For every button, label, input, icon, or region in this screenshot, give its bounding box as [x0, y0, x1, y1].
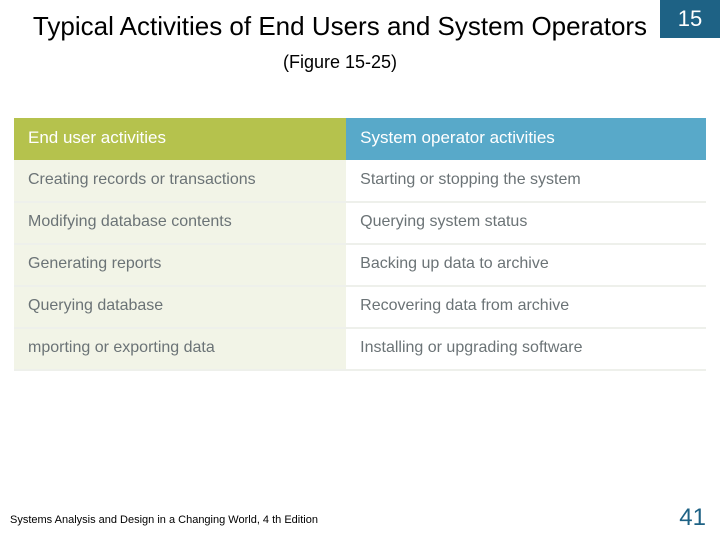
end-user-cell: Generating reports: [14, 244, 346, 286]
operator-cell: Installing or upgrading software: [346, 328, 706, 370]
chapter-number: 15: [678, 6, 702, 32]
table-row: Modifying database contents Querying sys…: [14, 202, 706, 244]
chapter-badge: 15: [660, 0, 720, 38]
header-end-user: End user activities: [14, 118, 346, 160]
operator-cell: Querying system status: [346, 202, 706, 244]
slide-title: Typical Activities of End Users and Syst…: [30, 10, 650, 75]
title-main: Typical Activities of End Users and Syst…: [33, 11, 647, 41]
operator-cell: Recovering data from archive: [346, 286, 706, 328]
table-row: Querying database Recovering data from a…: [14, 286, 706, 328]
header-system-operator: System operator activities: [346, 118, 706, 160]
end-user-cell: Modifying database contents: [14, 202, 346, 244]
title-sub: (Figure 15-25): [283, 52, 397, 72]
operator-cell: Backing up data to archive: [346, 244, 706, 286]
end-user-cell: Creating records or transactions: [14, 160, 346, 202]
activities-table: End user activities System operator acti…: [14, 118, 706, 371]
footer-text: Systems Analysis and Design in a Changin…: [10, 514, 318, 526]
table-row: Generating reports Backing up data to ar…: [14, 244, 706, 286]
operator-cell: Starting or stopping the system: [346, 160, 706, 202]
page-number: 41: [679, 504, 706, 532]
end-user-cell: mporting or exporting data: [14, 328, 346, 370]
activities-table-wrap: End user activities System operator acti…: [14, 118, 706, 371]
slide: 15 Typical Activities of End Users and S…: [0, 0, 720, 540]
table-row: mporting or exporting data Installing or…: [14, 328, 706, 370]
table-row: Creating records or transactions Startin…: [14, 160, 706, 202]
end-user-cell: Querying database: [14, 286, 346, 328]
table-header-row: End user activities System operator acti…: [14, 118, 706, 160]
